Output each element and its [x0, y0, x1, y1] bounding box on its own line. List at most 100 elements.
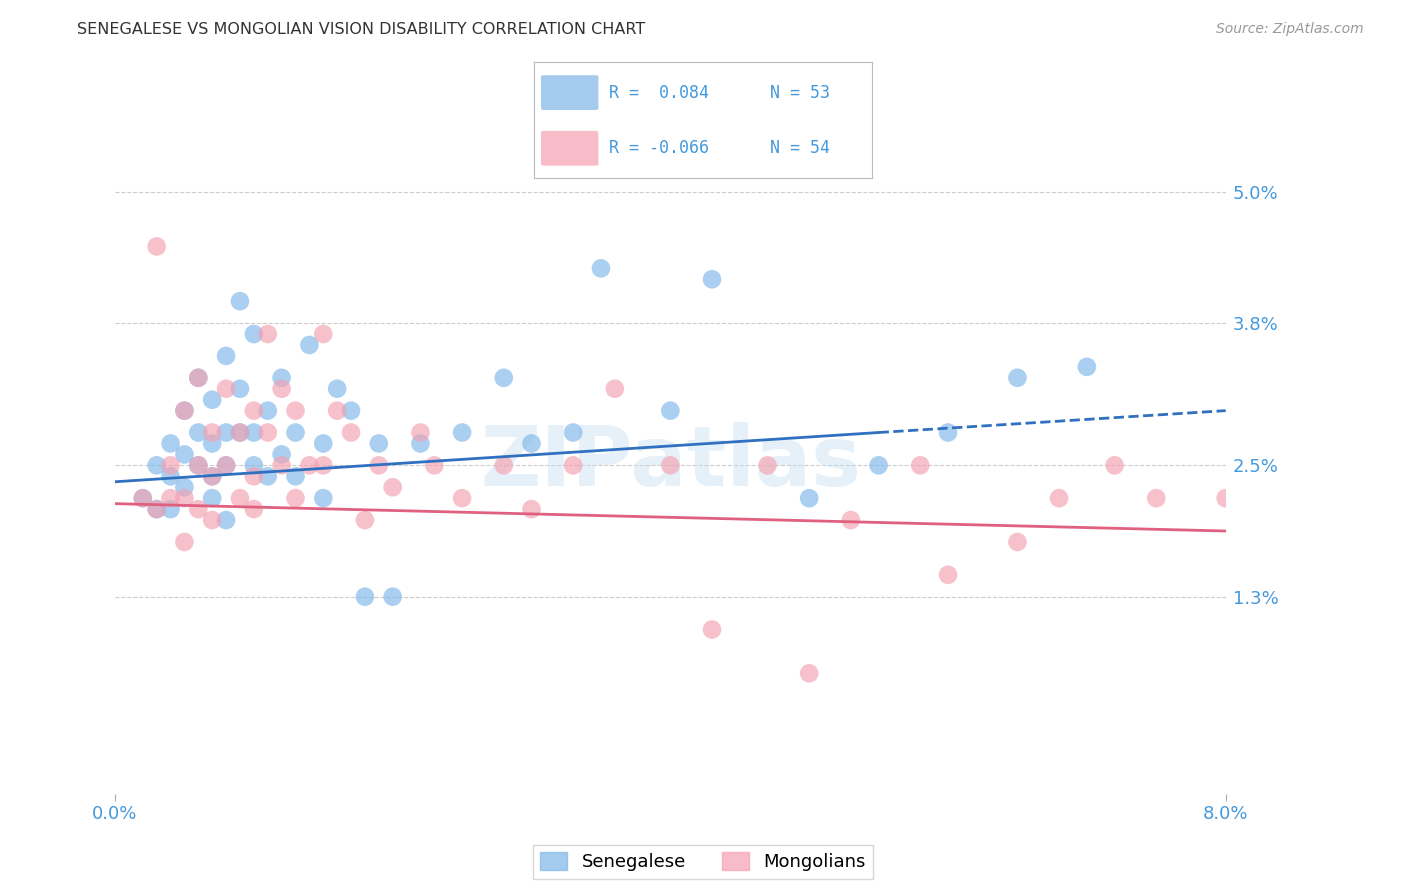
Point — [270, 447, 292, 461]
Text: R =  0.084: R = 0.084 — [609, 84, 709, 102]
Point — [562, 425, 585, 440]
Point — [187, 371, 209, 385]
Text: N = 54: N = 54 — [770, 139, 831, 157]
Legend: Senegalese, Mongolians: Senegalese, Mongolians — [533, 845, 873, 879]
Point — [409, 425, 432, 440]
Point — [270, 458, 292, 473]
Point — [201, 436, 224, 450]
Point — [381, 590, 404, 604]
Point — [1104, 458, 1126, 473]
Point — [215, 425, 238, 440]
Point — [659, 458, 682, 473]
Point — [215, 458, 238, 473]
Point — [243, 425, 266, 440]
Point — [326, 382, 349, 396]
Text: N = 53: N = 53 — [770, 84, 831, 102]
Point — [270, 371, 292, 385]
Point — [756, 458, 779, 473]
Point — [367, 458, 389, 473]
Point — [229, 491, 252, 506]
Point — [132, 491, 155, 506]
Point — [173, 491, 195, 506]
Point — [243, 469, 266, 483]
Point — [700, 272, 723, 286]
Point — [839, 513, 862, 527]
Point — [312, 458, 335, 473]
Point — [910, 458, 932, 473]
Point — [187, 458, 209, 473]
Point — [201, 513, 224, 527]
Point — [173, 447, 195, 461]
Point — [603, 382, 626, 396]
Point — [229, 425, 252, 440]
Point — [312, 491, 335, 506]
Point — [173, 403, 195, 417]
Point — [145, 239, 167, 253]
Point — [354, 590, 377, 604]
Point — [256, 425, 278, 440]
Point — [256, 403, 278, 417]
Point — [270, 382, 292, 396]
Point — [243, 458, 266, 473]
Point — [409, 436, 432, 450]
Point — [187, 425, 209, 440]
Point — [520, 436, 543, 450]
Point — [132, 491, 155, 506]
Point — [936, 567, 959, 582]
Point — [201, 425, 224, 440]
Point — [256, 326, 278, 341]
Point — [354, 513, 377, 527]
Point — [423, 458, 446, 473]
Point — [284, 403, 307, 417]
Point — [1144, 491, 1167, 506]
Point — [187, 502, 209, 516]
Point — [256, 469, 278, 483]
Point — [159, 491, 181, 506]
Point — [159, 458, 181, 473]
Point — [700, 623, 723, 637]
Text: SENEGALESE VS MONGOLIAN VISION DISABILITY CORRELATION CHART: SENEGALESE VS MONGOLIAN VISION DISABILIT… — [77, 22, 645, 37]
Point — [284, 491, 307, 506]
Point — [1047, 491, 1070, 506]
Point — [173, 403, 195, 417]
Point — [173, 535, 195, 549]
Point — [298, 338, 321, 352]
Point — [201, 392, 224, 407]
Point — [520, 502, 543, 516]
Point — [215, 513, 238, 527]
Point — [1007, 535, 1029, 549]
Point — [215, 458, 238, 473]
Point — [326, 403, 349, 417]
Point — [562, 458, 585, 473]
Point — [229, 425, 252, 440]
Point — [201, 469, 224, 483]
Point — [936, 425, 959, 440]
Text: Source: ZipAtlas.com: Source: ZipAtlas.com — [1216, 22, 1364, 37]
Point — [1076, 359, 1098, 374]
Point — [229, 294, 252, 309]
FancyBboxPatch shape — [541, 75, 599, 110]
Point — [340, 425, 363, 440]
Point — [215, 349, 238, 363]
Point — [492, 371, 515, 385]
Point — [159, 502, 181, 516]
Point — [340, 403, 363, 417]
Point — [589, 261, 612, 276]
Point — [284, 469, 307, 483]
Point — [284, 425, 307, 440]
FancyBboxPatch shape — [541, 131, 599, 166]
Point — [799, 491, 821, 506]
Text: ZIPatlas: ZIPatlas — [479, 422, 860, 503]
Point — [243, 403, 266, 417]
Point — [145, 502, 167, 516]
Point — [659, 403, 682, 417]
Point — [243, 502, 266, 516]
Point — [1215, 491, 1237, 506]
Point — [159, 436, 181, 450]
Point — [298, 458, 321, 473]
Point — [367, 436, 389, 450]
Point — [159, 469, 181, 483]
Point — [145, 458, 167, 473]
Text: R = -0.066: R = -0.066 — [609, 139, 709, 157]
Point — [145, 502, 167, 516]
